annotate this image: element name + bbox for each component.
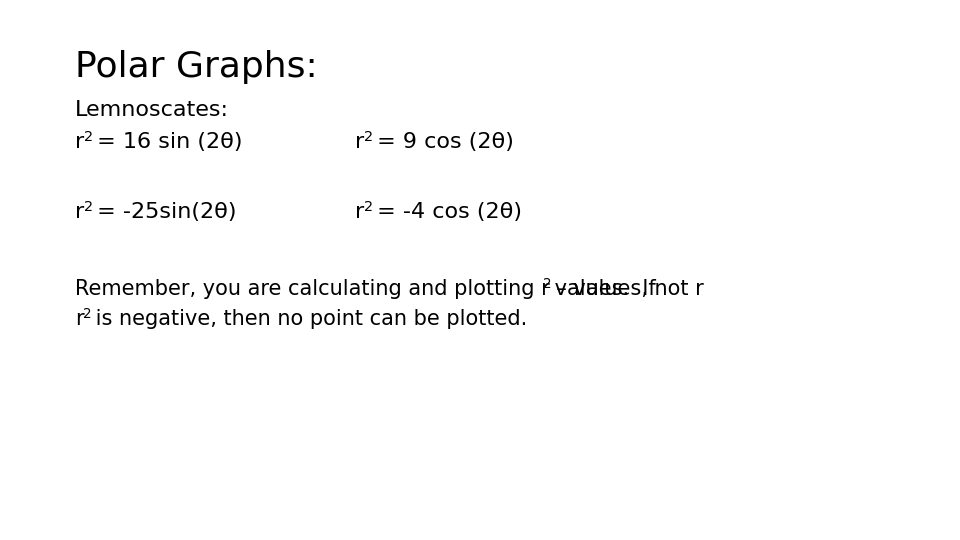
- Text: 2: 2: [364, 130, 372, 144]
- Text: = 9 cos (2θ): = 9 cos (2θ): [370, 132, 514, 152]
- Text: Lemnoscates:: Lemnoscates:: [75, 100, 229, 120]
- Text: 2: 2: [364, 200, 372, 214]
- Text: = 16 sin (2θ): = 16 sin (2θ): [89, 132, 242, 152]
- Text: r: r: [75, 132, 84, 152]
- Text: Remember, you are calculating and plotting r – values, not r: Remember, you are calculating and plotti…: [75, 279, 704, 299]
- Text: 2: 2: [84, 200, 93, 214]
- Text: is negative, then no point can be plotted.: is negative, then no point can be plotte…: [88, 309, 527, 329]
- Text: = -4 cos (2θ): = -4 cos (2θ): [370, 202, 521, 222]
- Text: r: r: [355, 132, 364, 152]
- Text: 2: 2: [84, 307, 92, 321]
- Text: 2: 2: [84, 130, 93, 144]
- Text: 2: 2: [543, 277, 552, 291]
- Text: r: r: [75, 309, 84, 329]
- Text: = -25sin(2θ): = -25sin(2θ): [89, 202, 236, 222]
- Text: r: r: [355, 202, 364, 222]
- Text: values.  If: values. If: [548, 279, 656, 299]
- Text: r: r: [75, 202, 84, 222]
- Text: Polar Graphs:: Polar Graphs:: [75, 50, 318, 84]
